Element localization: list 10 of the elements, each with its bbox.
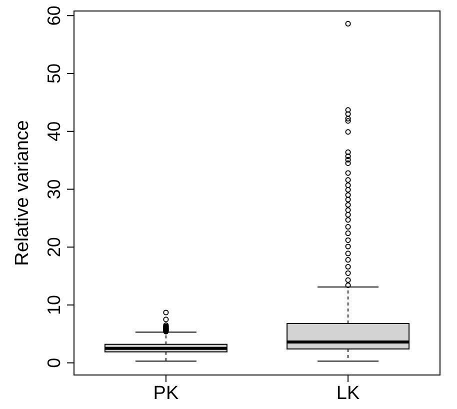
y-tick-label: 0 — [44, 358, 64, 368]
y-tick-label: 60 — [44, 6, 64, 26]
y-tick-label: 10 — [44, 294, 64, 315]
y-tick-label: 30 — [44, 179, 64, 200]
y-tick-label: 20 — [44, 237, 64, 258]
x-tick-label: LK — [336, 383, 360, 404]
x-tick-label: PK — [153, 383, 179, 404]
y-axis-title: Relative variance — [12, 120, 33, 266]
y-tick-label: 40 — [44, 121, 64, 142]
y-tick-label: 50 — [44, 63, 64, 84]
